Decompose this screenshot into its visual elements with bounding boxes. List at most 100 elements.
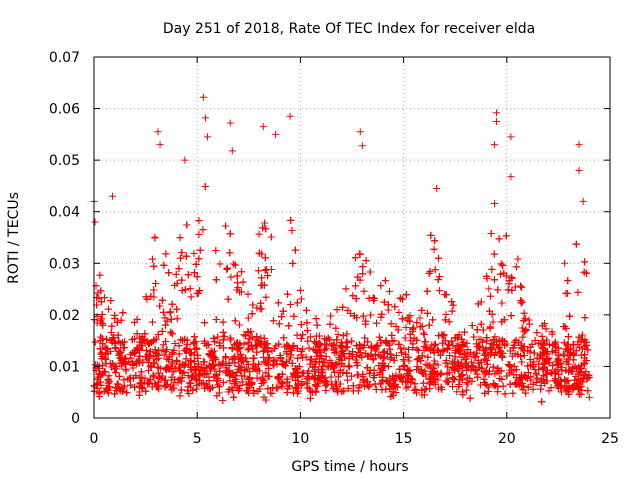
- data-point: [279, 307, 287, 315]
- data-point: [532, 379, 540, 387]
- data-point: [448, 337, 456, 345]
- data-point: [312, 315, 320, 323]
- data-point: [480, 351, 488, 359]
- data-point: [427, 231, 435, 239]
- data-point: [256, 305, 264, 313]
- data-point: [520, 352, 528, 360]
- data-point: [448, 307, 456, 315]
- data-point: [392, 351, 400, 359]
- data-point: [488, 265, 496, 273]
- data-point: [399, 356, 407, 364]
- data-point: [369, 294, 377, 302]
- data-point: [253, 374, 261, 382]
- data-point: [480, 368, 488, 376]
- data-point: [278, 313, 286, 321]
- data-point: [372, 350, 380, 358]
- data-point: [384, 378, 392, 386]
- data-point: [500, 269, 508, 277]
- data-point: [305, 344, 313, 352]
- data-point: [463, 363, 471, 371]
- data-point: [506, 347, 514, 355]
- data-point: [524, 383, 532, 391]
- data-point: [138, 374, 146, 382]
- data-point: [348, 351, 356, 359]
- data-point: [184, 372, 192, 380]
- data-point: [395, 308, 403, 316]
- data-point: [193, 273, 201, 281]
- data-point: [346, 363, 354, 371]
- data-point: [505, 277, 513, 285]
- data-point: [468, 321, 476, 329]
- data-point: [409, 343, 417, 351]
- data-point: [269, 317, 277, 325]
- data-point: [137, 368, 145, 376]
- data-point: [177, 386, 185, 394]
- data-point: [195, 230, 203, 238]
- data-point: [442, 291, 450, 299]
- data-point: [190, 269, 198, 277]
- data-point: [312, 387, 320, 395]
- data-point: [514, 255, 522, 263]
- data-point: [444, 344, 452, 352]
- data-point: [231, 377, 239, 385]
- data-point: [119, 309, 127, 317]
- data-point: [386, 385, 394, 393]
- data-point: [228, 344, 236, 352]
- data-point: [322, 352, 330, 360]
- data-point: [366, 366, 374, 374]
- data-point: [318, 373, 326, 381]
- data-point: [377, 336, 385, 344]
- data-point: [112, 369, 120, 377]
- data-point: [162, 250, 170, 258]
- data-point: [158, 346, 166, 354]
- data-point: [369, 356, 377, 364]
- data-point: [451, 367, 459, 375]
- data-point: [288, 373, 296, 381]
- data-point: [166, 383, 174, 391]
- data-point: [182, 252, 190, 260]
- data-point: [233, 272, 241, 280]
- data-point: [334, 330, 342, 338]
- data-point: [164, 356, 172, 364]
- data-point: [511, 379, 519, 387]
- data-point: [111, 390, 119, 398]
- data-point: [192, 338, 200, 346]
- data-point: [431, 266, 439, 274]
- data-point: [436, 351, 444, 359]
- data-point: [262, 369, 270, 377]
- data-point: [313, 352, 321, 360]
- data-point: [312, 332, 320, 340]
- data-point: [314, 342, 322, 350]
- data-point: [552, 375, 560, 383]
- data-point: [382, 377, 390, 385]
- data-point: [136, 338, 144, 346]
- data-point: [318, 362, 326, 370]
- data-point: [93, 379, 101, 387]
- data-point: [413, 362, 421, 370]
- data-point: [226, 230, 234, 238]
- data-point: [161, 376, 169, 384]
- data-point: [260, 358, 268, 366]
- data-point: [150, 293, 158, 301]
- data-point: [184, 271, 192, 279]
- data-point: [216, 367, 224, 375]
- data-point: [425, 321, 433, 329]
- data-point: [332, 384, 340, 392]
- data-point: [238, 378, 246, 386]
- data-point: [502, 232, 510, 240]
- data-point: [372, 343, 380, 351]
- data-point: [569, 364, 577, 372]
- data-point: [253, 348, 261, 356]
- data-point: [261, 254, 269, 262]
- data-point: [346, 309, 354, 317]
- data-point: [279, 357, 287, 365]
- data-point: [300, 369, 308, 377]
- data-point: [129, 359, 137, 367]
- data-point: [402, 291, 410, 299]
- data-point: [410, 387, 418, 395]
- data-point: [377, 282, 385, 290]
- data-point: [195, 255, 203, 263]
- data-point: [146, 352, 154, 360]
- data-point: [238, 268, 246, 276]
- data-point: [519, 386, 527, 394]
